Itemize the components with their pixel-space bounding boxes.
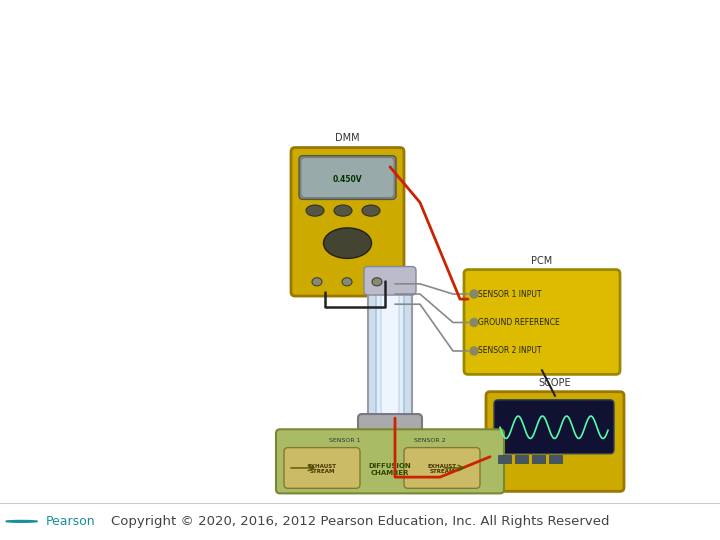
Ellipse shape [342, 278, 352, 286]
Text: Copyright © 2020, 2016, 2012 Pearson Education, Inc. All Rights Reserved: Copyright © 2020, 2016, 2012 Pearson Edu… [111, 515, 609, 528]
Text: SENSOR 1 INPUT: SENSOR 1 INPUT [478, 289, 541, 299]
Text: EXHAUST
STREAM: EXHAUST STREAM [428, 463, 456, 474]
Text: Pearson: Pearson [45, 515, 95, 528]
FancyBboxPatch shape [276, 429, 504, 494]
FancyBboxPatch shape [494, 400, 614, 454]
Text: SENSOR 2 INPUT: SENSOR 2 INPUT [478, 347, 541, 355]
FancyBboxPatch shape [368, 274, 412, 429]
FancyBboxPatch shape [284, 448, 360, 488]
Text: SCOPE: SCOPE [539, 377, 571, 388]
Text: GROUND REFERENCE: GROUND REFERENCE [478, 318, 559, 327]
FancyBboxPatch shape [299, 156, 396, 199]
Bar [498, 455, 511, 463]
Ellipse shape [306, 205, 324, 216]
Text: 0.450V: 0.450V [333, 174, 362, 184]
FancyBboxPatch shape [376, 280, 404, 420]
FancyBboxPatch shape [381, 284, 399, 414]
Text: SENSOR 2: SENSOR 2 [414, 438, 446, 443]
FancyBboxPatch shape [404, 448, 480, 488]
FancyBboxPatch shape [291, 147, 404, 296]
FancyBboxPatch shape [486, 392, 624, 491]
Text: P: P [18, 516, 25, 526]
Bar [549, 455, 562, 463]
Circle shape [470, 319, 478, 327]
Circle shape [470, 290, 478, 298]
Text: PCM: PCM [531, 255, 553, 266]
Ellipse shape [362, 205, 380, 216]
Bar [532, 455, 545, 463]
Circle shape [470, 347, 478, 355]
Ellipse shape [312, 278, 322, 286]
FancyBboxPatch shape [364, 267, 416, 295]
FancyBboxPatch shape [464, 269, 620, 374]
Ellipse shape [372, 278, 382, 286]
Text: DMM: DMM [336, 133, 360, 144]
FancyBboxPatch shape [301, 158, 394, 198]
Ellipse shape [334, 205, 352, 216]
Text: DIFFUSION
CHAMBER: DIFFUSION CHAMBER [369, 463, 411, 476]
Circle shape [6, 521, 37, 522]
Text: SENSOR 1: SENSOR 1 [329, 438, 361, 443]
Ellipse shape [323, 228, 372, 259]
Bar [515, 455, 528, 463]
FancyBboxPatch shape [358, 414, 422, 437]
Text: EXHAUST
STREAM: EXHAUST STREAM [307, 463, 336, 474]
Text: Figure 78.18 Testing a dual-cell, wide-band oxygen sensor can be done using a vo: Figure 78.18 Testing a dual-cell, wide-b… [11, 5, 710, 97]
